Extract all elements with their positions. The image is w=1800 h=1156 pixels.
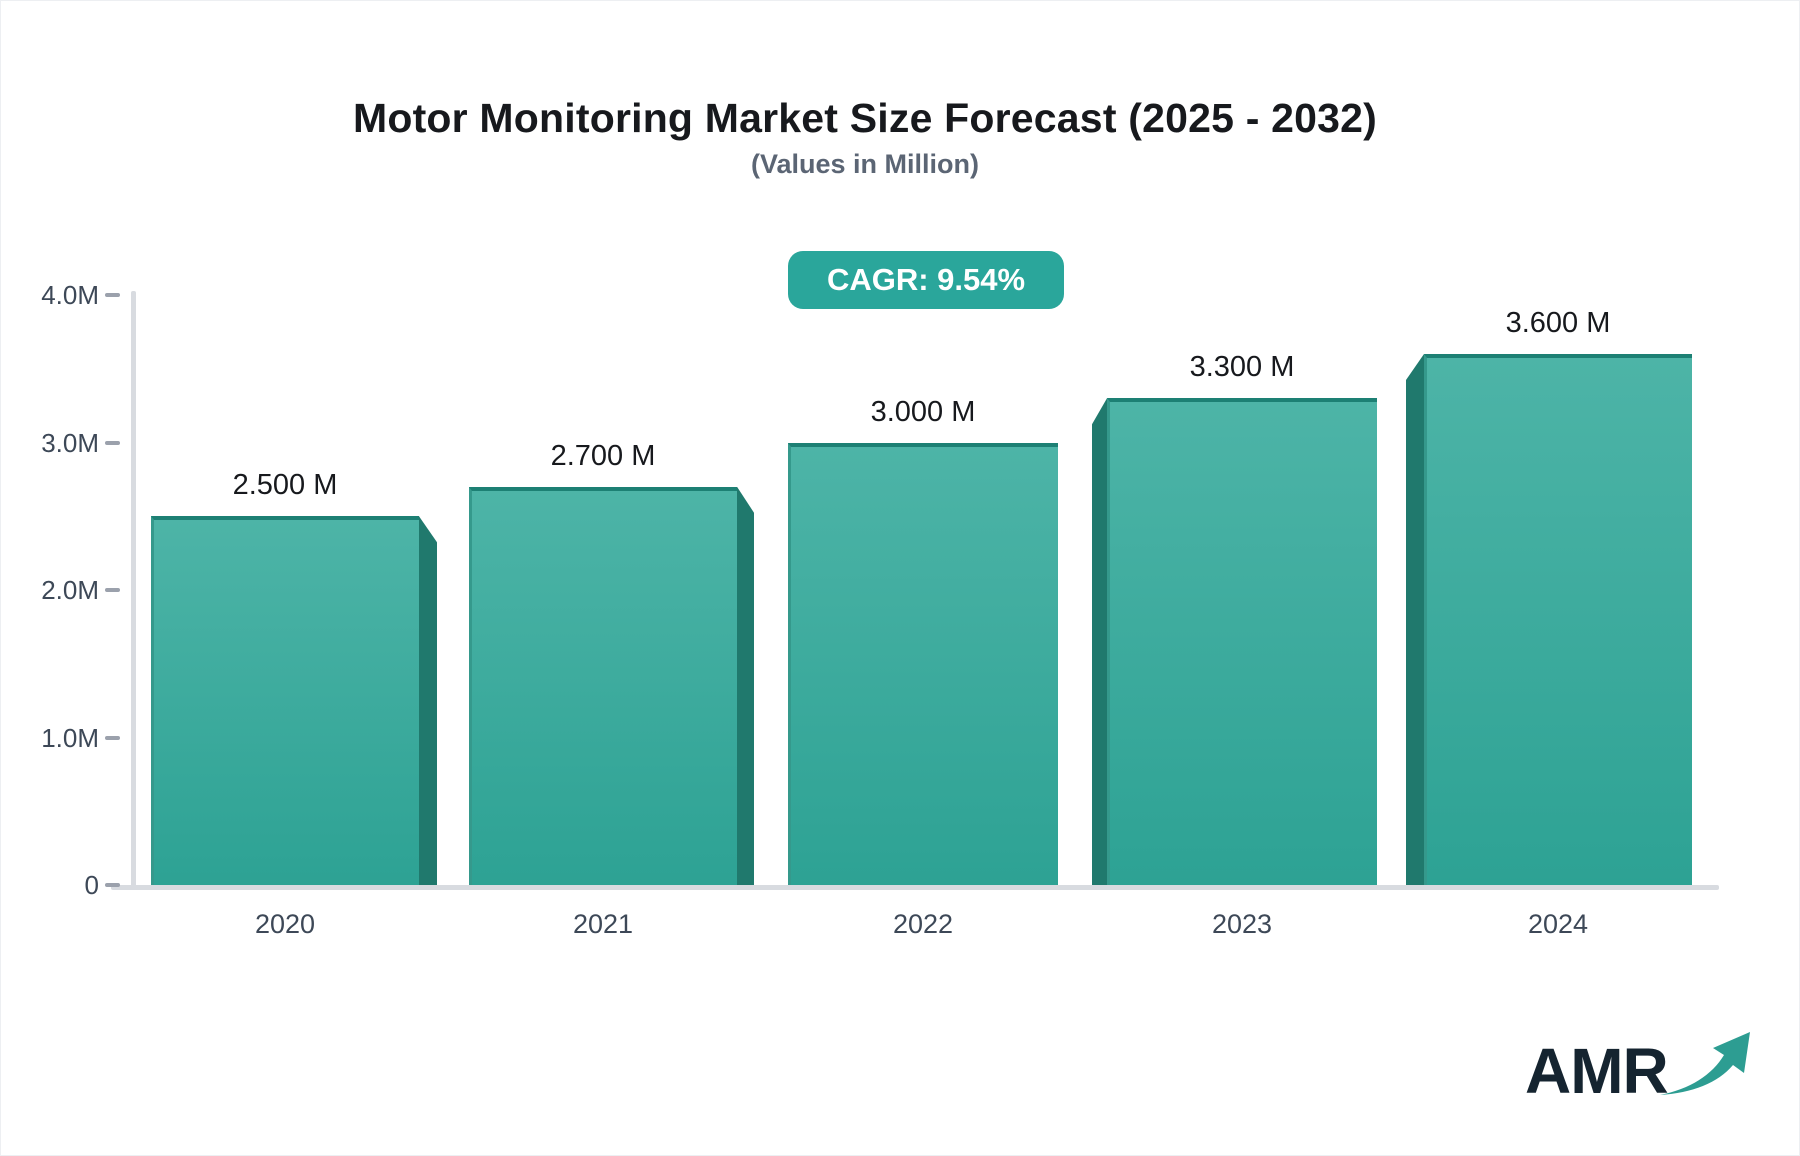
bar-side-panel bbox=[1092, 398, 1107, 885]
chart-title: Motor Monitoring Market Size Forecast (2… bbox=[352, 95, 1378, 141]
amr-logo-text: AMR bbox=[1525, 1035, 1669, 1107]
bar-value-label: 3.600 M bbox=[1505, 307, 1611, 339]
x-axis-label: 2023 bbox=[1211, 909, 1273, 939]
bar-value-label: 3.000 M bbox=[870, 395, 976, 428]
bar-face bbox=[151, 516, 419, 885]
y-tick-label: 0 bbox=[84, 870, 99, 900]
y-tick-dash bbox=[105, 440, 120, 445]
cagr-badge: CAGR: 9.54% bbox=[788, 251, 1064, 309]
y-tick-dash bbox=[105, 293, 120, 297]
y-tick-label: 4.0M bbox=[41, 280, 99, 310]
y-tick-dash bbox=[105, 883, 120, 887]
x-axis-label: 2020 bbox=[254, 909, 316, 939]
y-tick-label: 2.0M bbox=[41, 575, 99, 605]
y-tick-dash bbox=[105, 735, 120, 740]
x-axis-label: 2021 bbox=[572, 909, 634, 939]
bar-face bbox=[469, 486, 737, 885]
bar-side-panel bbox=[419, 516, 437, 885]
y-axis-line bbox=[131, 291, 136, 889]
y-tick-label: 3.0M bbox=[41, 427, 99, 458]
amr-logo: AMR bbox=[1525, 1029, 1754, 1103]
x-axis-label: 2024 bbox=[1527, 909, 1589, 939]
x-axis-line bbox=[111, 885, 1719, 890]
x-axis-label: 2022 bbox=[892, 909, 954, 939]
growth-arrow-icon bbox=[1659, 1032, 1750, 1095]
bar-side-panel bbox=[737, 486, 754, 885]
bar-value-label: 2.500 M bbox=[232, 469, 338, 502]
bar-side-panel bbox=[1406, 354, 1424, 885]
bar-face bbox=[788, 442, 1058, 885]
bar-value-label: 2.700 M bbox=[550, 439, 656, 472]
chart-subtitle: (Values in Million) bbox=[750, 149, 980, 179]
bar-value-label: 3.300 M bbox=[1189, 351, 1295, 384]
bar-face bbox=[1424, 354, 1692, 885]
bar-face bbox=[1107, 398, 1377, 885]
y-tick-label: 1.0M bbox=[41, 722, 99, 753]
y-tick-dash bbox=[105, 588, 120, 592]
